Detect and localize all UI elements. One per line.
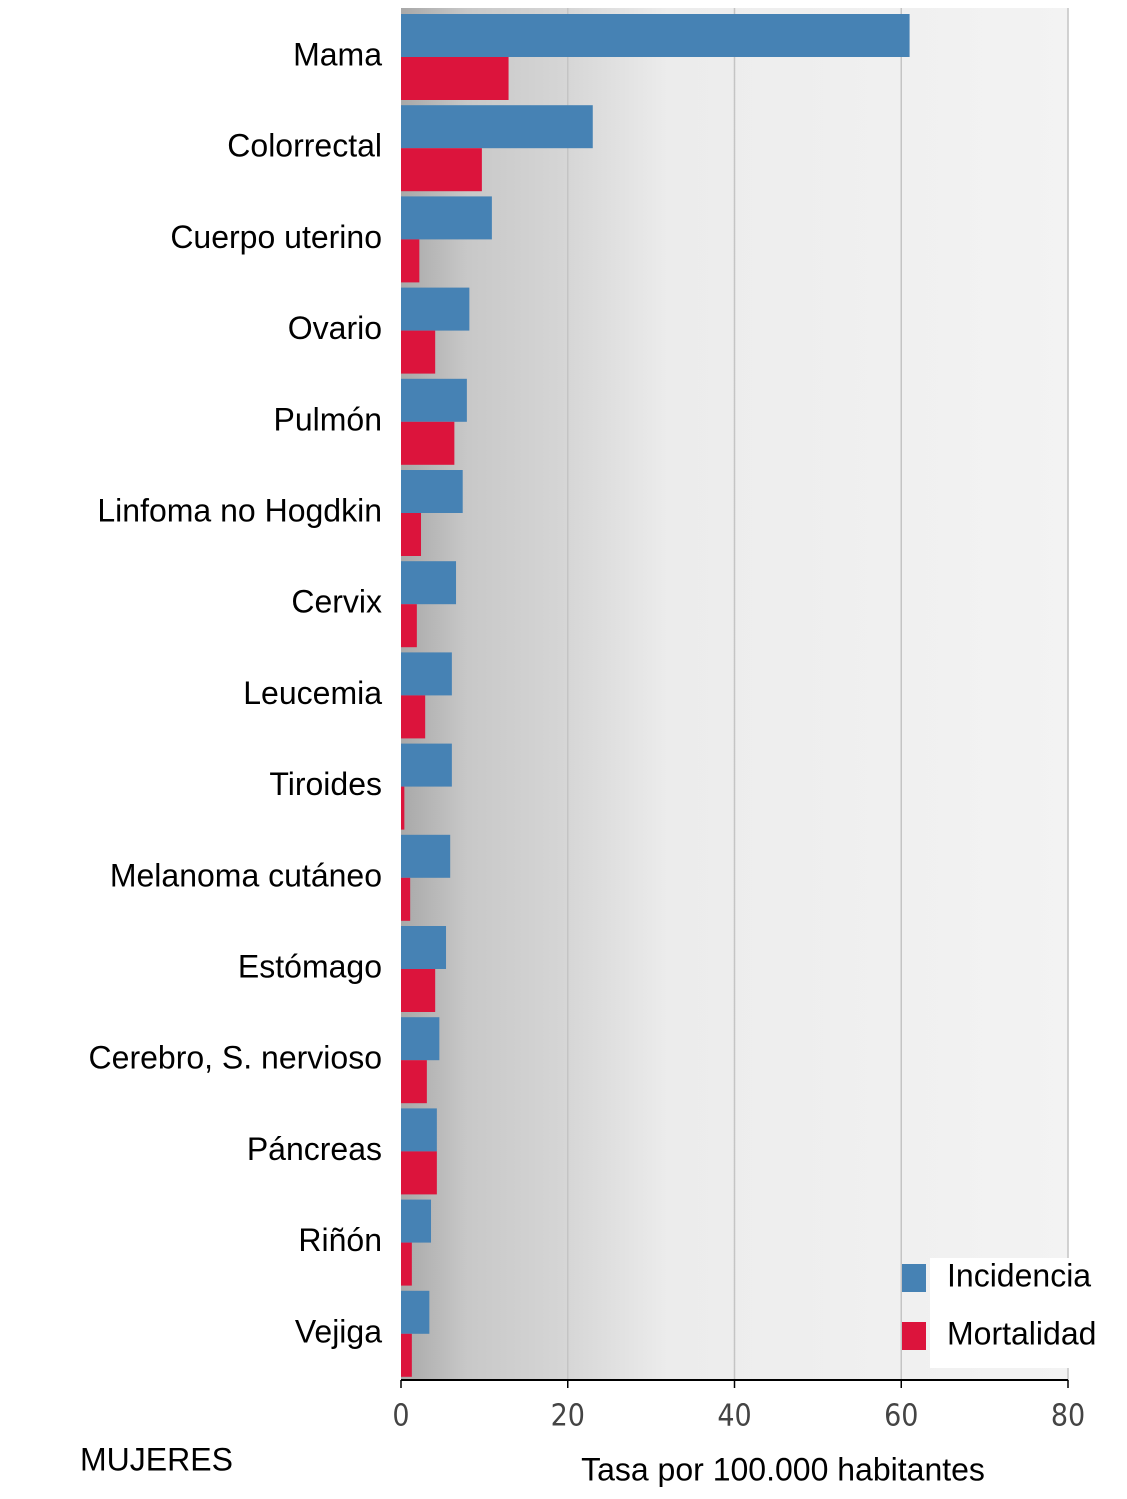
y-tick-label: Estómago — [238, 948, 382, 984]
bar — [401, 330, 436, 374]
bar — [401, 239, 420, 283]
y-tick-label: Linfoma no Hogdkin — [97, 492, 382, 528]
x-tick-label: 60 — [884, 1399, 918, 1434]
bar — [401, 969, 436, 1012]
bar — [401, 1017, 440, 1061]
x-axis-label: Tasa por 100.000 habitantes — [581, 1451, 985, 1487]
bar — [401, 877, 411, 921]
y-tick-label: Cerebro, S. nervioso — [89, 1040, 382, 1076]
y-tick-label: Mama — [293, 36, 382, 72]
bar — [401, 786, 405, 830]
bar — [401, 743, 452, 787]
legend-swatch — [902, 1322, 926, 1350]
bar — [401, 695, 426, 739]
bar — [401, 421, 455, 465]
y-tick-label: Tiroides — [269, 766, 382, 802]
bar — [401, 148, 482, 192]
y-tick-label: Leucemia — [243, 675, 382, 711]
y-tick-label: Pulmón — [274, 401, 383, 437]
x-tick-label: 40 — [717, 1399, 751, 1434]
bar — [401, 1333, 412, 1377]
y-tick-label: Cuerpo uterino — [170, 219, 382, 255]
bar — [401, 14, 910, 57]
y-tick-label: Páncreas — [247, 1131, 382, 1167]
note: MUJERES — [80, 1441, 233, 1477]
y-tick-label: Melanoma cutáneo — [110, 857, 382, 893]
bar — [401, 1290, 430, 1334]
bar — [401, 1151, 437, 1195]
bar — [401, 834, 451, 878]
bar — [401, 470, 463, 513]
bar — [401, 1242, 412, 1286]
bar — [401, 105, 593, 149]
bar — [401, 57, 509, 100]
bar — [401, 513, 422, 556]
legend-label: Mortalidad — [947, 1315, 1096, 1351]
bar — [401, 196, 492, 240]
bar — [401, 287, 470, 331]
y-tick-label: Cervix — [291, 584, 382, 620]
bar — [401, 561, 457, 605]
bar — [401, 1060, 427, 1104]
y-tick-label: Vejiga — [295, 1313, 382, 1349]
bar — [401, 926, 447, 969]
bar — [401, 378, 467, 422]
y-tick-label: Ovario — [288, 310, 382, 346]
legend-box — [930, 1258, 1127, 1368]
x-tick-label: 0 — [392, 1399, 409, 1434]
bar — [401, 1199, 432, 1243]
bar — [401, 604, 417, 648]
legend-swatch — [902, 1264, 926, 1292]
bar — [401, 652, 452, 696]
x-tick-label: 20 — [551, 1399, 585, 1434]
y-tick-label: Riñón — [298, 1222, 382, 1258]
x-tick-label: 80 — [1051, 1399, 1085, 1434]
legend-label: Incidencia — [947, 1257, 1091, 1293]
bar — [401, 1108, 437, 1152]
y-tick-label: Colorrectal — [227, 128, 382, 164]
